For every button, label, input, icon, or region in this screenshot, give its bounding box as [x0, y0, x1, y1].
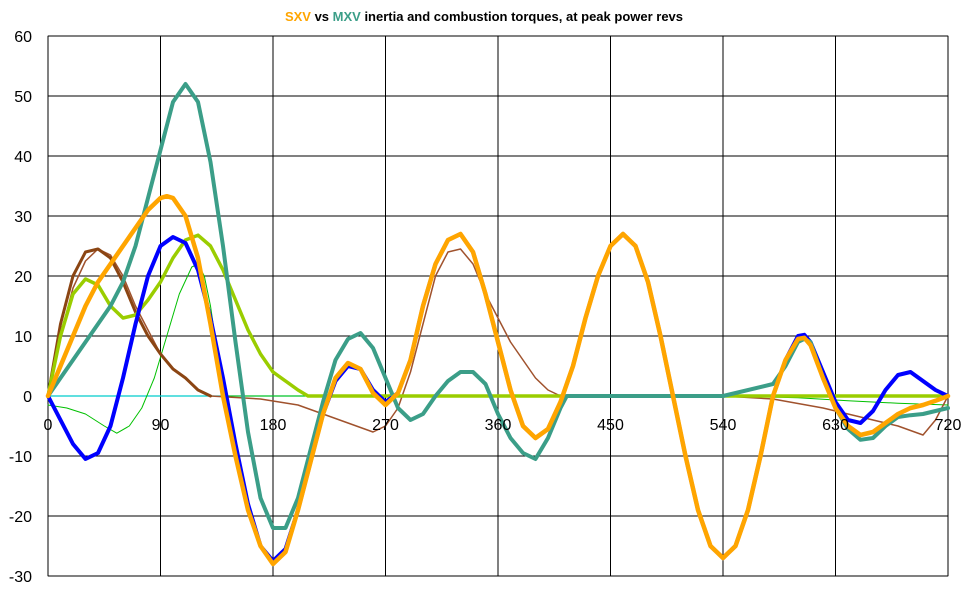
y-tick-label: -20	[9, 509, 32, 526]
x-tick-label: 270	[372, 417, 399, 434]
gridlines	[47, 35, 949, 577]
y-tick-label: 10	[14, 329, 32, 346]
y-tick-label: -30	[9, 569, 32, 586]
x-tick-labels: 0 90 180 270 360 450 540 630 720	[44, 417, 962, 434]
y-tick-labels: -30 -20 -10 0 10 20 30 40 50 60	[9, 29, 32, 586]
x-tick-label: 450	[597, 417, 624, 434]
chart-title: SXV vs MXV inertia and combustion torque…	[285, 9, 683, 24]
title-part-3: MXV	[333, 9, 362, 24]
x-tick-label: 360	[485, 417, 512, 434]
title-part-4: inertia and combustion torques, at peak …	[361, 9, 683, 24]
series-line-4	[46, 247, 212, 398]
x-tick-label: 0	[44, 417, 53, 434]
y-tick-label: 40	[14, 149, 32, 166]
series-line-5	[46, 233, 950, 398]
y-tick-label: 0	[23, 389, 32, 406]
x-tick-label: 180	[260, 417, 287, 434]
x-tick-label: 630	[822, 417, 849, 434]
x-tick-label: 540	[710, 417, 737, 434]
x-tick-label: 720	[935, 417, 962, 434]
y-tick-label: 60	[14, 29, 32, 46]
y-tick-label: 20	[14, 269, 32, 286]
x-tick-label: 90	[152, 417, 170, 434]
y-tick-label: 50	[14, 89, 32, 106]
y-tick-label: -10	[9, 449, 32, 466]
series-lines	[45, 82, 951, 567]
series-line-8	[45, 193, 951, 567]
y-tick-label: 30	[14, 209, 32, 226]
title-part-2: vs	[311, 9, 333, 24]
title-part-1: SXV	[285, 9, 311, 24]
